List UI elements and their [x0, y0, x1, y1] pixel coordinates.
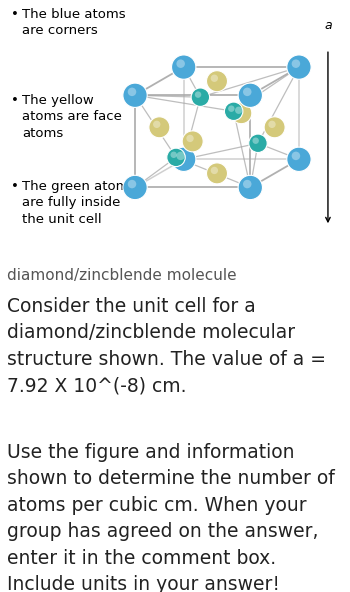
Circle shape: [123, 83, 147, 107]
Text: •: •: [11, 180, 19, 193]
Circle shape: [182, 131, 203, 152]
Circle shape: [211, 167, 218, 174]
Text: •: •: [11, 94, 19, 107]
Circle shape: [292, 59, 300, 68]
Circle shape: [206, 70, 228, 92]
Text: diamond/zincblende molecule: diamond/zincblende molecule: [7, 268, 237, 283]
Text: Consider the unit cell for a
diamond/zincblende molecular
structure shown. The v: Consider the unit cell for a diamond/zin…: [7, 297, 326, 395]
Circle shape: [238, 83, 262, 107]
Circle shape: [231, 102, 252, 124]
Circle shape: [128, 88, 136, 96]
Circle shape: [128, 180, 136, 188]
Circle shape: [224, 102, 243, 121]
Circle shape: [238, 175, 262, 200]
Circle shape: [176, 152, 185, 160]
Text: The yellow
atoms are face
atoms: The yellow atoms are face atoms: [22, 94, 122, 140]
Circle shape: [287, 55, 311, 79]
Circle shape: [191, 88, 210, 107]
Circle shape: [186, 135, 194, 142]
Circle shape: [264, 117, 285, 138]
Circle shape: [172, 55, 196, 79]
Circle shape: [167, 148, 185, 166]
Circle shape: [228, 105, 235, 112]
Circle shape: [172, 147, 196, 172]
Circle shape: [195, 91, 201, 98]
Circle shape: [149, 117, 170, 138]
Circle shape: [170, 152, 177, 158]
Circle shape: [153, 121, 160, 128]
Circle shape: [249, 134, 267, 153]
Circle shape: [287, 147, 311, 172]
Circle shape: [252, 137, 259, 144]
Text: •: •: [11, 8, 19, 21]
Circle shape: [206, 163, 228, 184]
Circle shape: [211, 75, 218, 82]
Circle shape: [176, 59, 185, 68]
Text: a: a: [324, 19, 332, 32]
Circle shape: [235, 107, 243, 114]
Text: The green atoms
are fully inside
the unit cell: The green atoms are fully inside the uni…: [22, 180, 136, 226]
Circle shape: [268, 121, 276, 128]
Text: The blue atoms
are corners: The blue atoms are corners: [22, 8, 126, 37]
Circle shape: [243, 88, 252, 96]
Circle shape: [123, 175, 147, 200]
Circle shape: [292, 152, 300, 160]
Circle shape: [243, 180, 252, 188]
Text: Use the figure and information
shown to determine the number of
atoms per cubic : Use the figure and information shown to …: [7, 443, 335, 592]
